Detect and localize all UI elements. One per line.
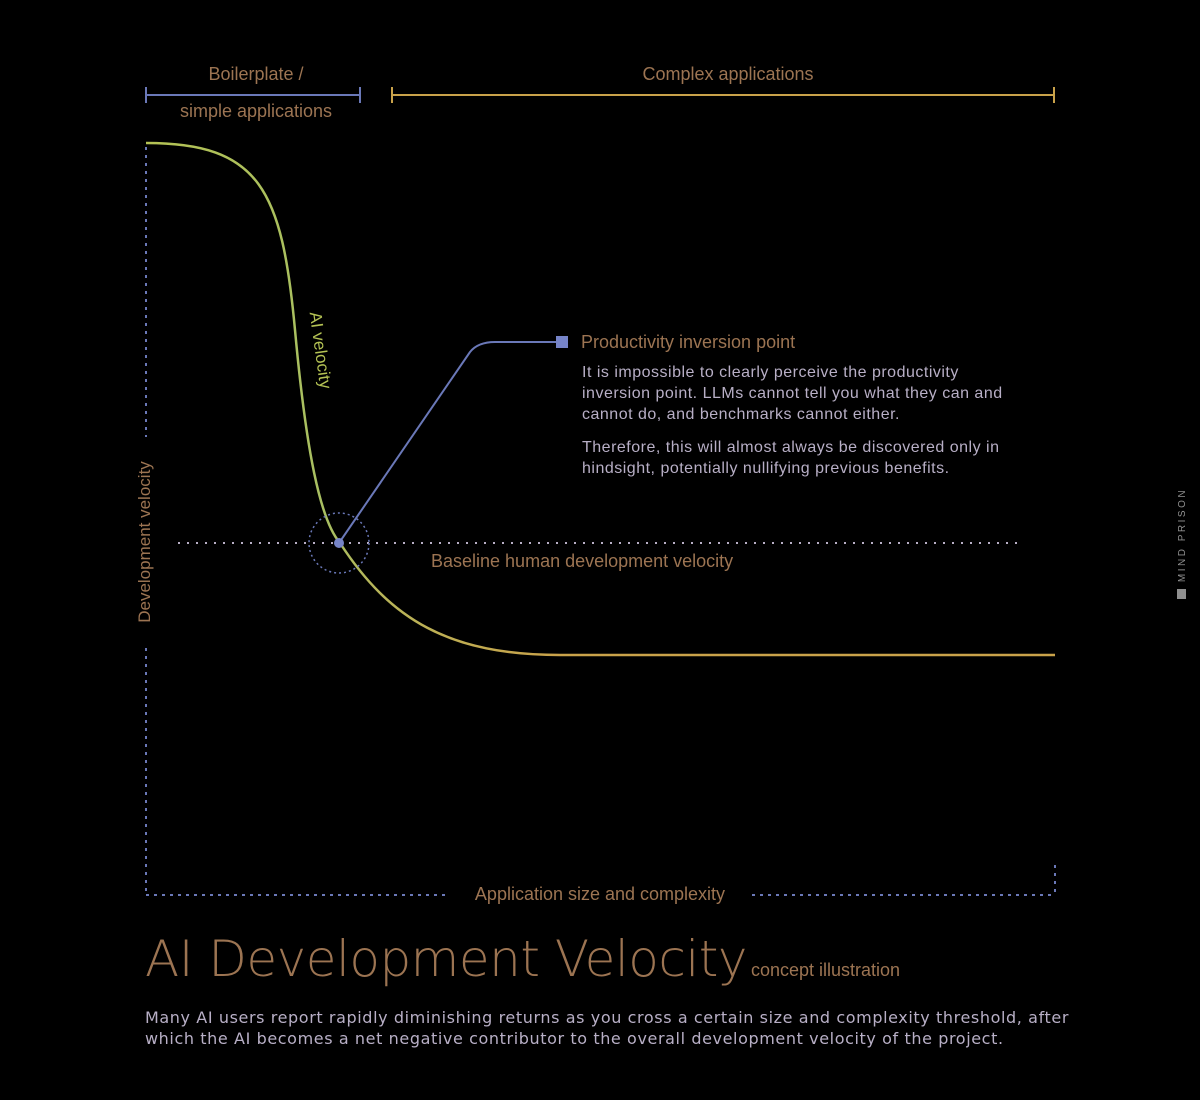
callout-paragraph2-line: Therefore, this will almost always be di… — [582, 439, 1000, 456]
inversion-point — [308, 336, 568, 574]
inversion-point-ring — [308, 512, 370, 574]
y-axis: Development velocity — [135, 147, 154, 895]
ai-velocity-label: AI velocity — [306, 311, 336, 391]
range-complex-label: Complex applications — [642, 64, 813, 84]
baseline: Baseline human development velocity — [178, 542, 1022, 571]
callout-marker — [556, 336, 568, 348]
watermark: MIND PRISON — [1177, 488, 1188, 599]
callout-paragraph1-line: inversion point. LLMs cannot tell you wh… — [582, 385, 1003, 402]
watermark-mark — [1177, 589, 1186, 599]
footer-line: Many AI users report rapidly diminishing… — [145, 1008, 1070, 1027]
x-axis-label: Application size and complexity — [475, 884, 725, 904]
page-subtitle: concept illustration — [750, 960, 901, 980]
watermark-text: MIND PRISON — [1177, 488, 1188, 582]
callout-paragraph2-line: hindsight, potentially nullifying previo… — [582, 460, 950, 477]
y-axis-label: Development velocity — [135, 461, 154, 623]
inversion-point-dot — [334, 538, 344, 548]
footer-line: which the AI becomes a net negative cont… — [145, 1029, 1004, 1048]
page-title: AI Development Velocity — [145, 930, 747, 988]
footer-description: Many AI users report rapidly diminishing… — [145, 1007, 1075, 1049]
range-simple-label-line2: simple applications — [180, 101, 332, 121]
x-axis: Application size and complexity — [146, 865, 1056, 904]
callout-title: Productivity inversion point — [581, 332, 795, 352]
range-bracket-simple: Boilerplate / simple applications — [145, 64, 361, 121]
callout: Productivity inversion point It is impos… — [581, 332, 1003, 477]
baseline-label: Baseline human development velocity — [431, 551, 733, 571]
callout-paragraph1-line: It is impossible to clearly perceive the… — [582, 364, 959, 381]
callout-paragraph1-line: cannot do, and benchmarks cannot either. — [582, 406, 900, 423]
range-simple-label-line1: Boilerplate / — [208, 64, 303, 84]
range-bracket-complex: Complex applications — [391, 64, 1055, 103]
callout-leader-line — [338, 341, 560, 544]
ai-velocity-curve — [145, 141, 1055, 657]
title-block: AI Development Velocity concept illustrat… — [145, 930, 900, 988]
